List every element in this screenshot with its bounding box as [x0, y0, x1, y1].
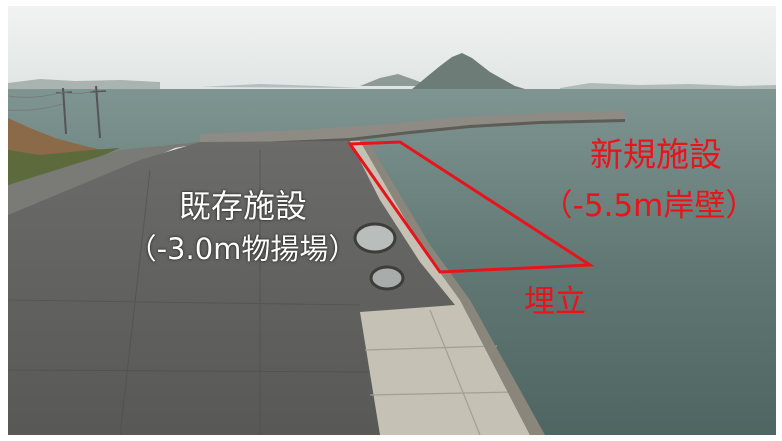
existing-facility-label: 既存施設 — [178, 187, 307, 225]
puddle — [369, 265, 405, 291]
breakwater — [200, 111, 625, 142]
puddle — [353, 222, 397, 254]
utility-poles — [7, 85, 107, 139]
reclamation-label: 埋立 — [524, 284, 586, 320]
new-facility-detail: （-5.5m岸壁） — [541, 188, 757, 224]
concrete-pad — [8, 141, 455, 435]
new-facility-label: 新規施設 — [590, 135, 722, 174]
distant-islands — [8, 53, 776, 92]
reclamation-outline — [347, 140, 595, 274]
existing-facility-detail: （-3.0m物揚場） — [127, 232, 358, 266]
quay-edge — [350, 141, 530, 435]
